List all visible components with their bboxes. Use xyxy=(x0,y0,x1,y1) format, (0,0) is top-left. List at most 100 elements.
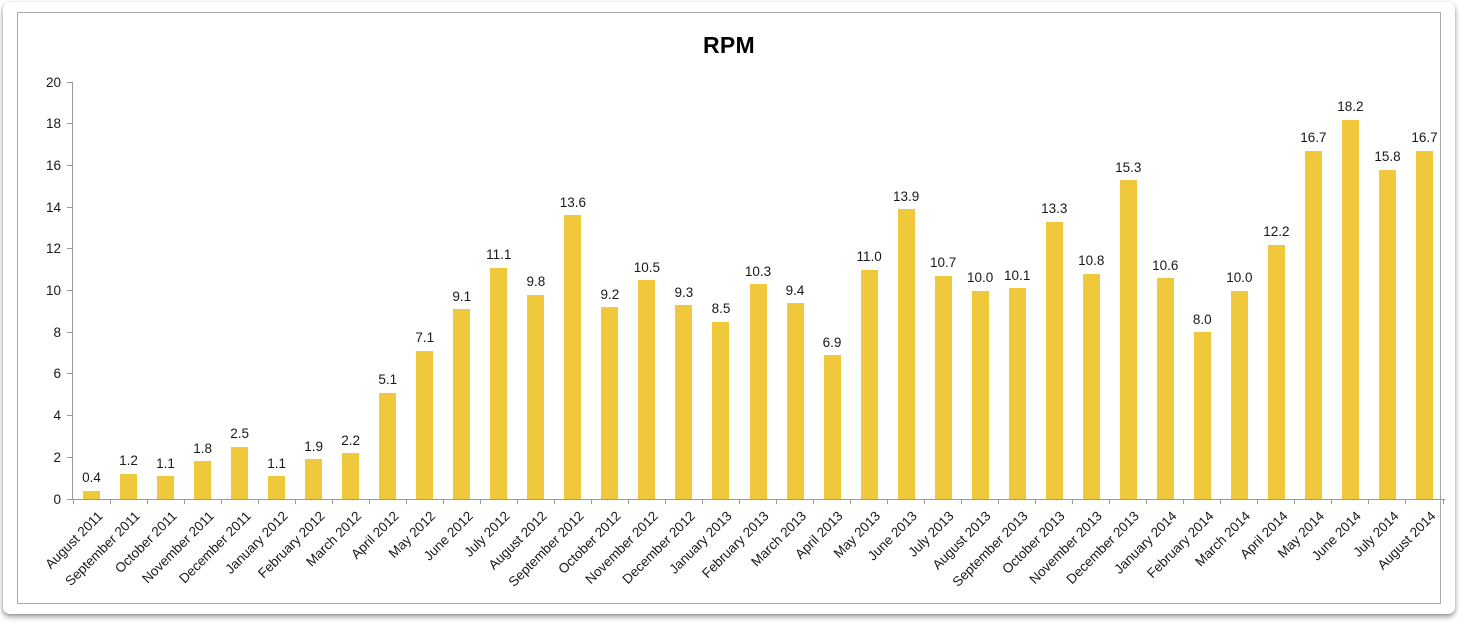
bar-value-label: 11.1 xyxy=(486,247,512,263)
bar-value-label: 10.0 xyxy=(967,270,994,285)
bar-value-label: 0.4 xyxy=(82,470,101,486)
bar-value-label: 13.9 xyxy=(892,188,920,204)
x-tick xyxy=(924,499,926,504)
bar-value-label: 8.0 xyxy=(1192,311,1212,327)
y-tick xyxy=(67,331,72,333)
bar xyxy=(712,321,730,499)
y-tick xyxy=(67,290,72,291)
bar-chart: 0 2 4 6 8 10 12 14 16 18 20 0.4 August 2011 1.2 Septem… xyxy=(42,75,1445,589)
bar xyxy=(416,350,434,499)
y-tick-label: 12 xyxy=(45,241,61,257)
x-tick xyxy=(1220,499,1222,504)
bar-value-label: 18.2 xyxy=(1337,99,1364,115)
bar xyxy=(305,459,323,499)
x-axis xyxy=(72,499,1445,500)
y-tick xyxy=(67,206,72,208)
bar xyxy=(490,267,508,499)
x-tick xyxy=(627,499,629,504)
y-tick xyxy=(67,164,72,166)
bar-value-label: 6.9 xyxy=(822,334,842,350)
bar-value-label: 10.6 xyxy=(1152,257,1179,273)
bar xyxy=(934,275,952,499)
bar xyxy=(83,490,100,499)
x-tick xyxy=(1331,499,1333,504)
y-tick-label: 20 xyxy=(45,74,61,90)
bar xyxy=(971,290,989,499)
y-axis xyxy=(72,82,73,499)
bar-value-label: 10.0 xyxy=(1226,270,1253,285)
y-tick-label: 0 xyxy=(53,491,61,507)
bar-value-label: 15.3 xyxy=(1115,159,1142,175)
x-tick xyxy=(257,499,259,504)
bar xyxy=(268,476,286,499)
y-tick-label: 8 xyxy=(53,324,61,340)
bar xyxy=(157,476,175,499)
x-tick xyxy=(368,499,370,504)
x-tick xyxy=(331,499,333,504)
y-tick xyxy=(67,415,72,417)
y-tick-label: 18 xyxy=(45,116,61,132)
bar-value-label: 10.5 xyxy=(633,259,661,275)
bar-value-label: 16.7 xyxy=(1300,130,1327,146)
x-tick xyxy=(1257,499,1259,504)
bar-value-label: 1.1 xyxy=(267,455,287,471)
y-tick-label: 2 xyxy=(53,449,61,465)
bar xyxy=(1082,273,1100,499)
x-tick xyxy=(961,499,963,504)
y-tick-label: 16 xyxy=(45,157,61,173)
y-tick xyxy=(67,123,72,125)
y-tick xyxy=(67,81,72,83)
x-tick xyxy=(1368,499,1370,504)
x-tick xyxy=(405,499,407,504)
bar-value-label: 1.1 xyxy=(156,455,175,471)
bar-value-label: 7.1 xyxy=(415,330,435,346)
x-tick xyxy=(850,499,852,504)
bar xyxy=(1341,119,1359,499)
chart-frame xyxy=(17,12,1441,604)
y-tick-label: 14 xyxy=(45,199,61,215)
bar-value-label: 1.2 xyxy=(119,453,138,469)
bar xyxy=(1119,180,1137,499)
x-tick xyxy=(72,499,74,504)
bar-value-label: 9.4 xyxy=(785,282,805,298)
bar-value-label: 9.2 xyxy=(600,286,620,302)
bar xyxy=(1045,221,1063,499)
bar xyxy=(1304,150,1322,499)
x-tick xyxy=(1294,499,1296,504)
bar xyxy=(1230,290,1248,499)
y-tick xyxy=(67,373,72,375)
x-tick xyxy=(998,499,1000,504)
bar xyxy=(120,473,138,499)
x-tick xyxy=(590,499,592,504)
bar xyxy=(1267,244,1285,499)
x-tick xyxy=(294,499,296,504)
bar-value-label: 11.0 xyxy=(856,249,882,265)
x-tick xyxy=(1109,499,1111,504)
y-tick-label: 10 xyxy=(45,283,61,298)
x-tick xyxy=(776,499,777,504)
bar xyxy=(194,461,212,499)
bar xyxy=(1156,278,1174,499)
x-tick xyxy=(664,499,666,504)
bar-value-label: 1.9 xyxy=(304,438,324,454)
x-tick xyxy=(1072,499,1074,504)
bar-value-label: 2.2 xyxy=(341,432,361,448)
bar-value-label: 2.5 xyxy=(230,426,249,442)
y-tick-label: 4 xyxy=(53,408,61,424)
y-tick xyxy=(67,456,72,458)
x-tick xyxy=(516,499,518,504)
bar-value-label: 8.5 xyxy=(711,301,731,317)
x-tick xyxy=(1442,499,1444,504)
x-tick xyxy=(887,499,889,504)
bar xyxy=(342,453,360,499)
bar-value-label: 15.8 xyxy=(1374,149,1401,165)
bar-value-label: 9.3 xyxy=(674,284,694,300)
bar xyxy=(453,309,471,499)
x-tick xyxy=(738,499,740,504)
bar xyxy=(379,392,397,499)
x-tick xyxy=(146,499,148,504)
bar-value-label: 10.3 xyxy=(744,263,772,279)
bar xyxy=(1378,169,1396,499)
bar-value-label: 10.1 xyxy=(1004,267,1031,283)
bar xyxy=(231,446,249,499)
